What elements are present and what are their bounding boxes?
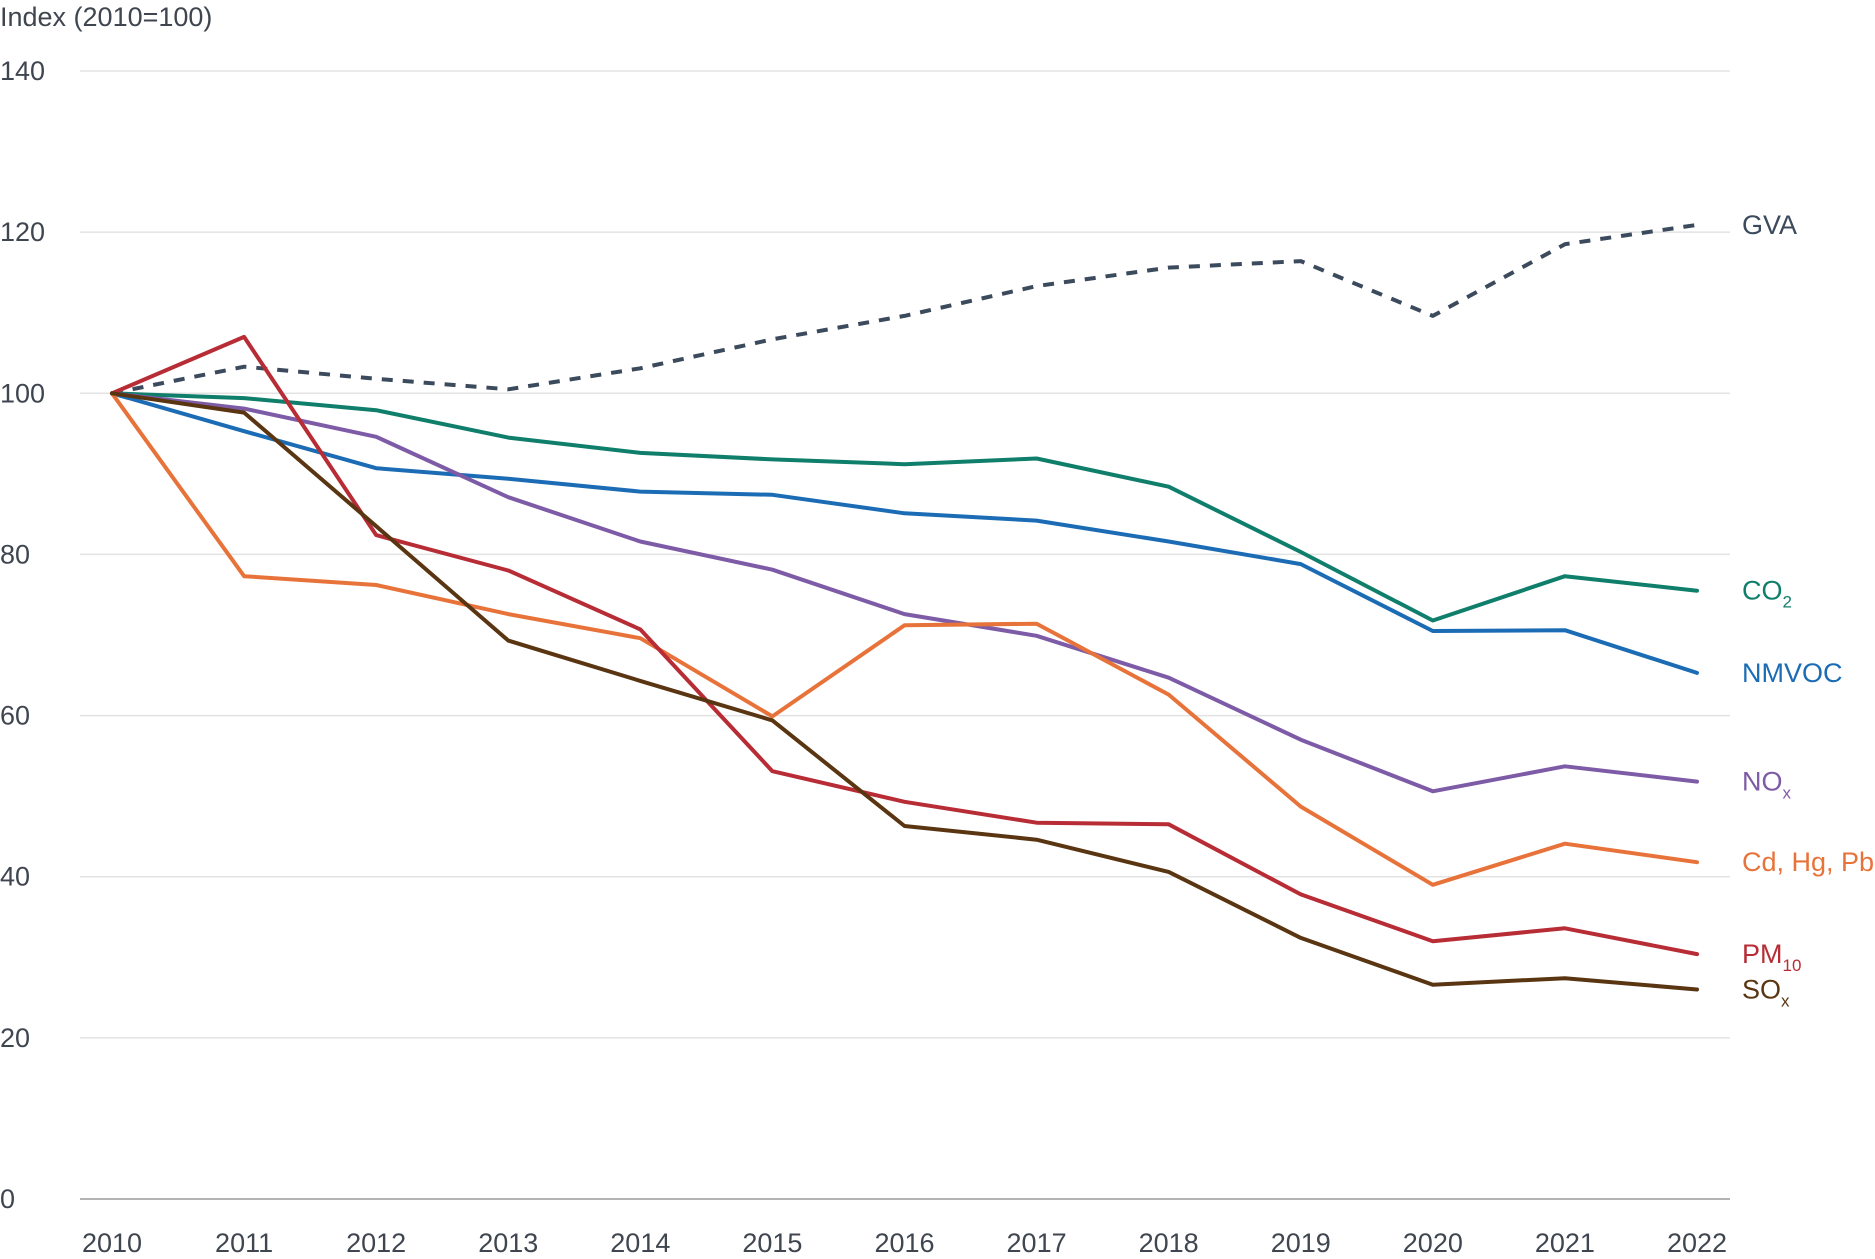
series-label-co2: CO2 — [1742, 576, 1792, 612]
series-label-pm10: PM10 — [1742, 939, 1801, 975]
series-lines — [110, 222, 1699, 992]
x-tick-label-2015: 2015 — [742, 1228, 802, 1258]
y-tick-label-40: 40 — [0, 862, 30, 892]
x-tick-label-2013: 2013 — [478, 1228, 538, 1258]
y-tick-label-60: 60 — [0, 701, 30, 731]
series-label-cd-hg-pb: Cd, Hg, Pb — [1742, 847, 1874, 877]
series-line-pm10 — [110, 334, 1699, 957]
x-tick-label-2014: 2014 — [610, 1228, 670, 1258]
x-tick-label-2010: 2010 — [82, 1228, 142, 1258]
x-axis-ticks: 2010 2011 2012 2013 2014 2015 2016 2017 2018 2019… — [82, 1228, 1727, 1258]
y-tick-label-0: 0 — [0, 1184, 15, 1214]
x-tick-label-2019: 2019 — [1271, 1228, 1331, 1258]
gridlines — [80, 70, 1730, 1200]
y-axis-title: Index (2010=100) — [0, 2, 212, 32]
y-axis-ticks: 0 20 40 60 80 100 120 140 — [0, 56, 45, 1214]
series-label-nox: NOx — [1742, 767, 1792, 803]
series-line-sox — [110, 391, 1699, 992]
x-tick-label-2021: 2021 — [1535, 1228, 1595, 1258]
x-tick-label-2017: 2017 — [1007, 1228, 1067, 1258]
x-tick-label-2020: 2020 — [1403, 1228, 1463, 1258]
x-tick-label-2018: 2018 — [1139, 1228, 1199, 1258]
x-tick-label-2022: 2022 — [1667, 1228, 1727, 1258]
y-tick-label-100: 100 — [0, 378, 45, 408]
x-tick-label-2012: 2012 — [346, 1228, 406, 1258]
series-line-cd-hg-pb — [110, 391, 1699, 887]
series-label-sox: SOx — [1742, 975, 1790, 1011]
series-line-co2 — [110, 391, 1699, 623]
x-tick-label-2016: 2016 — [874, 1228, 934, 1258]
series-line-gva — [111, 222, 1698, 396]
y-tick-label-140: 140 — [0, 56, 45, 86]
series-label-gva: GVA — [1742, 210, 1797, 240]
series-line-nox — [110, 391, 1699, 794]
y-tick-label-120: 120 — [0, 217, 45, 247]
y-tick-label-80: 80 — [0, 539, 30, 569]
x-tick-label-2011: 2011 — [215, 1228, 273, 1258]
series-line-nmvoc — [110, 391, 1699, 675]
series-label-nmvoc: NMVOC — [1742, 658, 1843, 688]
y-tick-label-20: 20 — [0, 1023, 30, 1053]
